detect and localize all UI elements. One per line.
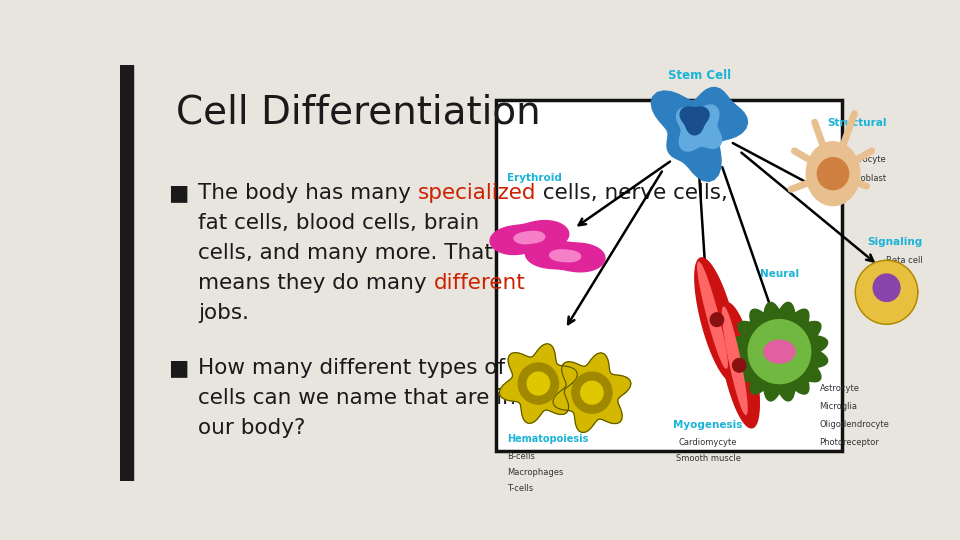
Bar	[120, 65, 133, 481]
Polygon shape	[491, 221, 568, 254]
Text: The body has many: The body has many	[198, 183, 418, 203]
Polygon shape	[719, 303, 759, 428]
Text: cells can we name that are in: cells can we name that are in	[198, 388, 516, 408]
Polygon shape	[651, 87, 748, 181]
Text: ■: ■	[168, 183, 189, 203]
Text: Oligodendrocyte: Oligodendrocyte	[820, 420, 890, 429]
Circle shape	[572, 372, 612, 413]
Text: our body?: our body?	[198, 418, 305, 438]
Polygon shape	[732, 302, 828, 401]
Circle shape	[855, 260, 918, 324]
Text: Neural: Neural	[760, 268, 799, 279]
Circle shape	[710, 313, 724, 327]
Ellipse shape	[764, 340, 795, 363]
Circle shape	[527, 372, 549, 395]
Polygon shape	[695, 258, 739, 382]
Text: Myogenesis: Myogenesis	[673, 420, 743, 430]
Polygon shape	[550, 250, 581, 262]
Text: ■: ■	[168, 358, 189, 378]
Text: Signaling: Signaling	[867, 237, 923, 247]
Text: Cardiomycyte: Cardiomycyte	[679, 438, 737, 447]
Circle shape	[817, 158, 849, 190]
Circle shape	[732, 359, 746, 372]
Text: T-cells: T-cells	[507, 484, 534, 493]
Text: Beta cell: Beta cell	[885, 256, 923, 265]
Circle shape	[874, 274, 900, 301]
Text: Astrocyte: Astrocyte	[820, 383, 859, 393]
Text: Photoreceptor: Photoreceptor	[820, 438, 879, 447]
Text: cells, and many more. That: cells, and many more. That	[198, 243, 493, 263]
Text: jobs.: jobs.	[198, 303, 250, 323]
Text: fat cells, blood cells, brain: fat cells, blood cells, brain	[198, 213, 479, 233]
Text: means they do many: means they do many	[198, 273, 434, 293]
Polygon shape	[514, 232, 544, 244]
Text: cells, nerve cells,: cells, nerve cells,	[537, 183, 729, 203]
Text: Structural: Structural	[828, 118, 886, 128]
Text: Cell Differentiation: Cell Differentiation	[176, 94, 540, 132]
Polygon shape	[723, 307, 747, 414]
Circle shape	[518, 363, 559, 404]
Text: Stem Cell: Stem Cell	[667, 69, 731, 82]
Text: Smooth muscle: Smooth muscle	[676, 454, 740, 463]
Polygon shape	[677, 105, 722, 151]
Text: Osteoblast: Osteoblast	[841, 174, 886, 183]
Text: Erythroid: Erythroid	[507, 173, 562, 183]
Text: How many different types of: How many different types of	[198, 358, 505, 378]
Polygon shape	[680, 107, 709, 135]
Text: different: different	[434, 273, 525, 293]
Bar	[495, 100, 842, 451]
Polygon shape	[553, 353, 631, 433]
Text: Hematopoiesis: Hematopoiesis	[507, 434, 588, 444]
Text: Microglia: Microglia	[820, 402, 857, 411]
Text: specialized: specialized	[418, 183, 537, 203]
Ellipse shape	[806, 141, 860, 206]
Circle shape	[581, 381, 603, 404]
Text: Macrophages: Macrophages	[507, 468, 564, 477]
Polygon shape	[698, 262, 728, 368]
Text: B-cells: B-cells	[507, 452, 535, 461]
Polygon shape	[748, 320, 810, 383]
Text: Chondrocyte: Chondrocyte	[833, 156, 886, 164]
Polygon shape	[525, 240, 605, 272]
Polygon shape	[499, 343, 577, 423]
